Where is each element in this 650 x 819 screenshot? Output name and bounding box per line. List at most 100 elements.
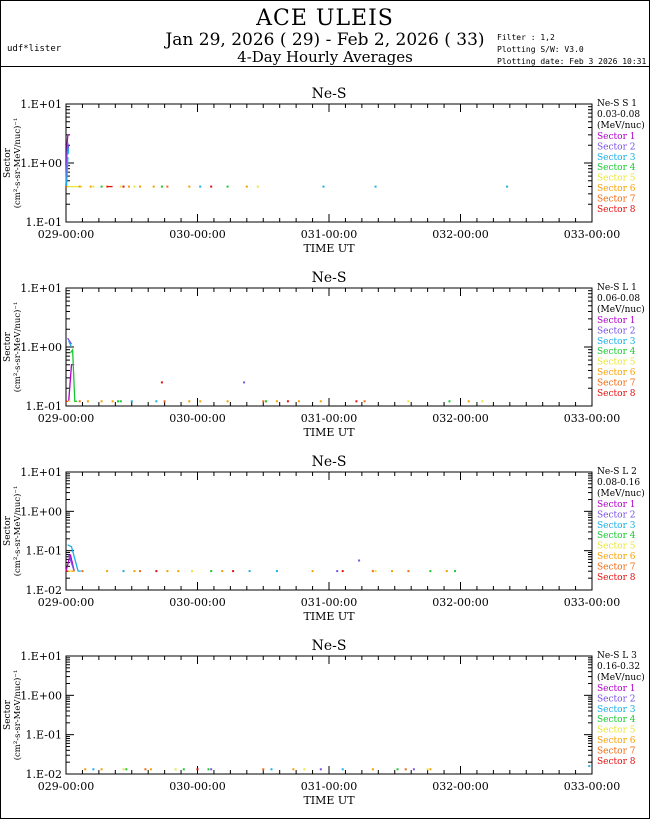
data-point [363, 400, 366, 403]
data-point [122, 768, 125, 771]
data-point [166, 570, 169, 573]
plot-frame [65, 471, 593, 591]
data-point [319, 768, 322, 771]
x-axis-label: TIME UT [303, 426, 355, 439]
y-axis-label: Sector [3, 699, 13, 730]
legend-entry-sector-2: Sector 2 [597, 510, 635, 520]
y-axis-label: Sector [3, 515, 13, 546]
data-point [445, 570, 448, 573]
data-point [407, 400, 410, 403]
data-point [404, 768, 407, 771]
data-point [407, 570, 410, 573]
data-point [199, 185, 202, 188]
x-axis-label: TIME UT [303, 610, 355, 623]
legend-entry-sector-5: Sector 5 [597, 726, 636, 736]
series-sector-2 [68, 554, 361, 573]
data-point [210, 185, 213, 188]
x-tick-label: 029-00:00 [38, 228, 94, 241]
data-point [245, 185, 248, 188]
x-tick-label: 030-00:00 [169, 780, 225, 793]
data-point [155, 400, 158, 403]
data-point [265, 400, 267, 403]
data-point [588, 765, 591, 768]
x-tick-label: 031-00:00 [301, 228, 357, 241]
plot-frame [65, 287, 593, 407]
data-point [341, 768, 344, 771]
legend-entry-sector-8: Sector 8 [597, 757, 636, 767]
legend-entry-sector-6: Sector 6 [597, 736, 636, 746]
data-point [111, 400, 114, 403]
data-point [133, 185, 136, 188]
series-sector-6 [78, 185, 248, 188]
y-tick-label: 1.E+01 [20, 98, 62, 111]
legend-entry-sector-4: Sector 4 [597, 531, 636, 541]
data-point [262, 400, 265, 403]
legend-entry-sector-2: Sector 2 [597, 142, 635, 152]
data-point [133, 570, 136, 573]
data-point [119, 185, 122, 188]
y-tick-label: 1.E+00 [20, 505, 62, 518]
data-point [84, 768, 87, 771]
legend-energy: 0.06-0.08 [597, 294, 640, 304]
legend-entry-sector-1: Sector 1 [597, 316, 635, 326]
plot-frame [65, 655, 593, 775]
legend-entry-sector-8: Sector 8 [597, 205, 636, 215]
legend-species: Ne-S L 1 [597, 283, 637, 293]
series-sector-8 [66, 381, 358, 403]
data-point [149, 768, 152, 771]
data-point [166, 185, 169, 188]
data-point [355, 400, 358, 403]
legend-entry-sector-3: Sector 3 [597, 153, 636, 163]
x-tick-label: 032-00:00 [432, 780, 488, 793]
series-line [65, 142, 69, 187]
data-point [139, 185, 141, 188]
chart-title: Ne-S [312, 454, 347, 470]
legend-entry-sector-4: Sector 4 [597, 715, 636, 725]
data-point [92, 768, 95, 771]
legend-entry-sector-7: Sector 7 [597, 194, 636, 204]
data-point [100, 400, 103, 403]
series-sector-4 [210, 570, 456, 573]
legend-entry-sector-1: Sector 1 [597, 500, 635, 510]
legend-species: Ne-S L 2 [597, 467, 637, 477]
data-point [122, 185, 125, 188]
legend-entry-sector-8: Sector 8 [597, 389, 636, 399]
x-tick-label: 033-00:00 [564, 780, 620, 793]
series-line [68, 340, 73, 348]
data-point [336, 570, 339, 573]
chart-title: Ne-S [312, 638, 347, 654]
date-range: Jan 29, 2026 ( 29) - Feb 2, 2026 ( 33) [165, 30, 485, 50]
data-point [221, 570, 224, 573]
data-point [256, 185, 259, 188]
header-divider [0, 66, 650, 67]
legend-units: (MeV/nuc) [597, 120, 645, 131]
data-point [467, 400, 470, 403]
data-point [358, 559, 361, 562]
data-point [152, 185, 155, 188]
filter-label: Filter : 1,2 [497, 33, 555, 42]
data-point [174, 768, 177, 771]
series-sector-3 [67, 544, 278, 573]
data-point [391, 570, 393, 573]
data-point [155, 570, 158, 573]
y-axis-units: (cm²-s-sr-MeV/nuc)⁻¹ [12, 118, 23, 209]
legend-entry-sector-6: Sector 6 [597, 368, 636, 378]
series-sector-4 [125, 768, 399, 771]
data-point [426, 768, 429, 771]
data-point [481, 400, 484, 403]
x-tick-label: 030-00:00 [169, 228, 225, 241]
legend-entry-sector-1: Sector 1 [597, 684, 635, 694]
series-sector-2 [210, 768, 415, 771]
chart-title: Ne-S [312, 270, 347, 286]
series-line [68, 554, 75, 572]
legend-units: (MeV/nuc) [597, 488, 645, 499]
series-sector-3 [92, 765, 591, 771]
data-point [319, 400, 322, 403]
data-point [89, 185, 92, 188]
data-point [210, 570, 213, 573]
series-sector-6 [84, 768, 432, 771]
series-sector-2 [67, 337, 246, 384]
series-line [67, 337, 73, 345]
series-sector-6 [86, 400, 470, 403]
